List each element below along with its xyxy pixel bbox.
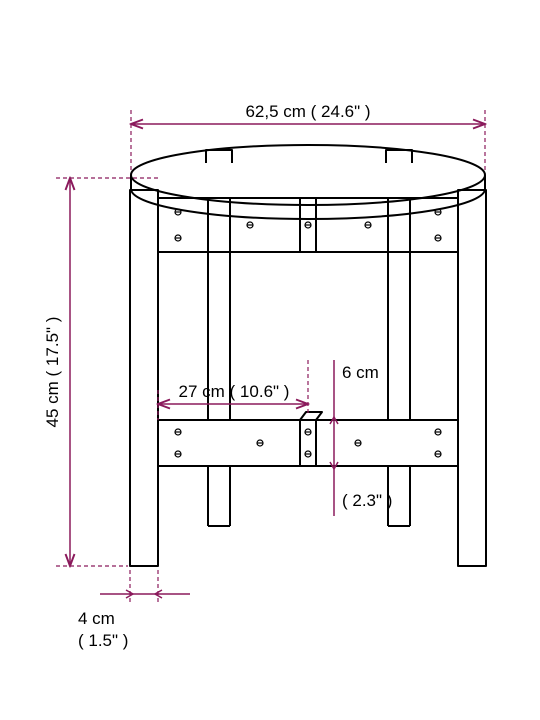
front-right-leg bbox=[458, 190, 486, 566]
dim-width-top: 62,5 cm ( 24.6" ) bbox=[131, 102, 485, 175]
back-left-leg bbox=[208, 199, 230, 526]
apron bbox=[158, 198, 458, 252]
dim-legw-label: 4 cm bbox=[78, 609, 115, 628]
dim-leg-width: 4 cm ( 1.5" ) bbox=[78, 570, 190, 650]
dimension-diagram: 62,5 cm ( 24.6" ) 45 cm ( 17.5" ) bbox=[0, 0, 540, 720]
dim-gap: 27 cm ( 10.6" ) bbox=[158, 360, 308, 420]
rail-screws bbox=[175, 429, 441, 457]
lower-rail bbox=[158, 412, 458, 466]
dim-gap-label: 27 cm ( 10.6" ) bbox=[179, 382, 290, 401]
dim-height-label: 45 cm ( 17.5" ) bbox=[43, 317, 62, 428]
table-drawing bbox=[130, 145, 486, 566]
dim-rail-height: 6 cm ( 2.3" ) bbox=[330, 360, 392, 516]
dim-rail-h-label: 6 cm bbox=[342, 363, 379, 382]
dim-height-left: 45 cm ( 17.5" ) bbox=[43, 178, 160, 566]
dim-width-label: 62,5 cm ( 24.6" ) bbox=[245, 102, 370, 121]
back-right-leg bbox=[388, 199, 410, 526]
front-left-leg bbox=[130, 190, 158, 566]
dim-rail-h2-label: ( 2.3" ) bbox=[342, 491, 392, 510]
dim-legw2-label: ( 1.5" ) bbox=[78, 631, 128, 650]
